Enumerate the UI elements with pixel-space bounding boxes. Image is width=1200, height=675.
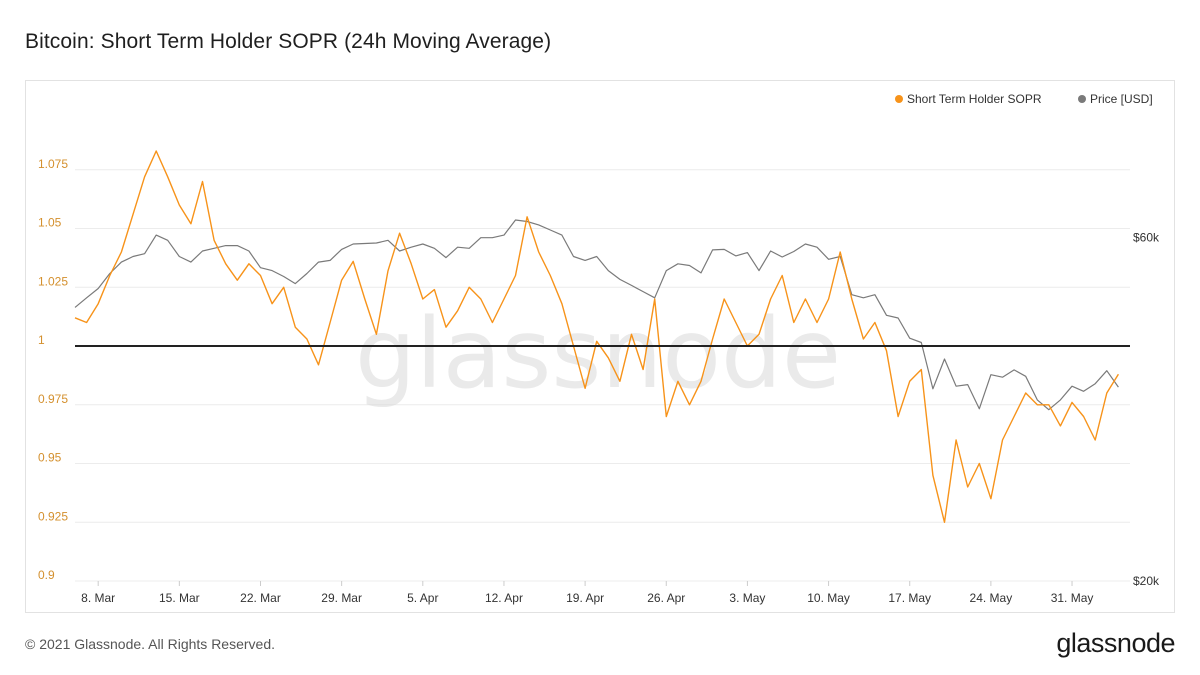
x-tick-label: 31. May [1051,591,1094,605]
x-tick-label: 10. May [807,591,850,605]
watermark: glassnode [355,298,841,410]
x-tick-label: 15. Mar [159,591,200,605]
legend[interactable]: Short Term Holder SOPR Price [USD] [895,92,1153,106]
x-tick-label: 22. Mar [240,591,281,605]
left-axis: 0.9 0.925 0.95 0.975 1 1.025 1.05 1.075 [38,157,68,582]
sopr-series-line [74,150,1119,523]
left-tick-label: 1 [38,333,45,347]
x-axis: 8. Mar 15. Mar 22. Mar 29. Mar 5. Apr 12. Apr… [81,581,1093,605]
x-tick-label: 3. May [729,591,765,605]
x-tick-label: 24. May [970,591,1013,605]
left-tick-label: 0.95 [38,451,62,465]
chart-panel: glassnode 0.9 0.925 0.95 0.975 1 1.025 1.05 1.0… [25,80,1175,613]
right-axis: $20k $60k [1133,231,1160,588]
grid [75,169,1130,582]
x-tick-label: 19. Apr [566,591,604,605]
x-tick-label: 12. Apr [485,591,523,605]
legend-item-sopr[interactable]: Short Term Holder SOPR [895,92,1042,106]
right-tick-label: $20k [1133,574,1160,588]
legend-label-price: Price [USD] [1090,92,1153,106]
right-tick-label: $60k [1133,231,1160,245]
x-tick-label: 29. Mar [321,591,362,605]
left-tick-label: 0.975 [38,392,68,406]
left-tick-label: 0.9 [38,568,55,582]
x-tick-label: 26. Apr [647,591,685,605]
left-tick-label: 0.925 [38,509,68,523]
legend-label-sopr: Short Term Holder SOPR [907,92,1042,106]
legend-marker-price [1078,95,1086,103]
left-tick-label: 1.05 [38,216,62,230]
chart-svg: glassnode 0.9 0.925 0.95 0.975 1 1.025 1.05 1.0… [38,92,1160,605]
left-tick-label: 1.075 [38,157,68,171]
brand-logo: glassnode [1056,628,1175,658]
x-tick-label: 8. Mar [81,591,115,605]
legend-marker-sopr [895,95,903,103]
x-tick-label: 5. Apr [407,591,438,605]
chart-title: Bitcoin: Short Term Holder SOPR (24h Mov… [25,30,552,53]
x-tick-label: 17. May [888,591,931,605]
copyright-notice: © 2021 Glassnode. All Rights Reserved. [25,636,276,652]
left-tick-label: 1.025 [38,274,68,288]
legend-item-price[interactable]: Price [USD] [1078,92,1153,106]
price-series-line [74,219,1119,411]
